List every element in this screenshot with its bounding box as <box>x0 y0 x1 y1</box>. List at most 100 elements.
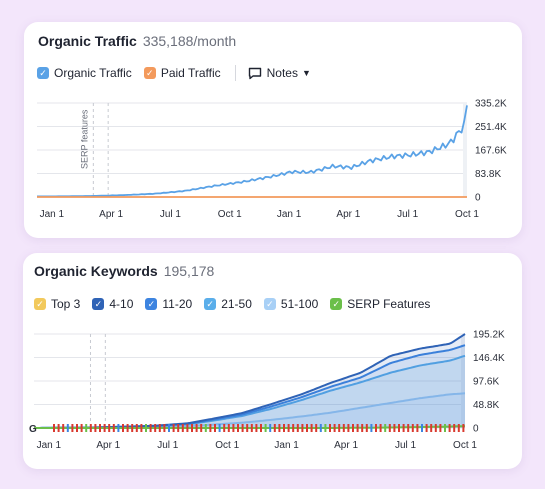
legend-label: Paid Traffic <box>160 66 221 80</box>
serp-feature-marker <box>200 424 203 432</box>
serp-feature-marker <box>223 424 226 432</box>
serp-feature-marker <box>177 424 180 432</box>
checkbox-icon[interactable]: ✓ <box>204 298 217 310</box>
y-tick-label: 48.8K <box>473 400 499 411</box>
serp-feature-marker <box>191 424 193 432</box>
serp-feature-marker <box>66 424 69 432</box>
organic-keywords-title: Organic Keywords 195,178 <box>34 263 214 279</box>
serp-feature-marker <box>370 424 373 432</box>
serp-feature-marker <box>439 424 442 432</box>
serp-feature-marker <box>462 424 465 432</box>
serp-feature-marker <box>444 424 446 432</box>
legend-51-100[interactable]: ✓ 51-100 <box>263 297 318 311</box>
notes-icon <box>248 67 261 79</box>
legend-top-3[interactable]: ✓ Top 3 <box>34 297 80 311</box>
serp-feature-marker <box>264 424 267 432</box>
serp-feature-marker <box>402 424 405 432</box>
serp-feature-marker <box>108 424 111 432</box>
serp-feature-marker <box>375 424 377 432</box>
serp-feature-marker <box>181 424 184 432</box>
serp-feature-marker <box>315 424 318 432</box>
serp-feature-marker <box>241 424 244 432</box>
organic-keywords-card: Organic Keywords 195,178 ✓ Top 3 ✓ 4-10 ✓… <box>23 253 522 469</box>
checkbox-icon[interactable]: ✓ <box>92 298 105 310</box>
y-tick-label: 83.8K <box>475 169 501 180</box>
serp-feature-marker <box>209 424 212 432</box>
legend-paid-traffic[interactable]: ✓ Paid Traffic <box>143 66 221 80</box>
serp-feature-marker <box>250 424 253 432</box>
checkbox-icon[interactable]: ✓ <box>34 298 46 310</box>
organic-traffic-title: Organic Traffic 335,188/month <box>38 33 236 49</box>
serp-feature-marker <box>269 424 272 432</box>
serp-feature-marker <box>379 424 382 432</box>
legend-4-10[interactable]: ✓ 4-10 <box>92 297 133 311</box>
serp-feature-marker <box>149 424 152 432</box>
serp-feature-marker <box>135 424 138 432</box>
serp-feature-marker <box>292 424 295 432</box>
serp-feature-marker <box>237 424 239 432</box>
serp-feature-marker <box>158 424 161 432</box>
serp-feature-marker <box>430 424 433 432</box>
serp-feature-marker <box>195 424 198 432</box>
serp-feature-marker <box>273 424 276 432</box>
series-area <box>34 355 465 428</box>
x-tick-label: Jul 1 <box>397 209 419 220</box>
serp-feature-marker <box>388 424 391 432</box>
notes-dropdown[interactable]: Notes ▼ <box>248 66 311 80</box>
serp-feature-marker <box>122 424 124 432</box>
serp-feature-marker <box>407 424 410 432</box>
checkbox-icon[interactable]: ✓ <box>263 298 276 310</box>
divider <box>234 65 236 81</box>
serp-feature-marker <box>425 424 428 432</box>
traffic-legend: ✓ Organic Traffic ✓ Paid Traffic Notes ▼ <box>37 65 311 81</box>
checkbox-icon[interactable]: ✓ <box>145 298 158 310</box>
serp-feature-marker <box>186 424 189 432</box>
serp-feature-marker <box>306 424 308 432</box>
legend-serp-features[interactable]: ✓ SERP Features <box>330 297 430 311</box>
x-tick-label: Apr 1 <box>334 440 358 451</box>
serp-feature-marker <box>342 424 345 432</box>
serp-feature-marker <box>356 424 359 432</box>
checkbox-icon[interactable]: ✓ <box>143 67 156 79</box>
x-tick-label: Oct 1 <box>455 209 479 220</box>
legend-label: SERP Features <box>347 297 431 311</box>
serp-feature-marker <box>319 424 322 432</box>
serp-feature-marker <box>145 424 147 432</box>
checkbox-icon[interactable]: ✓ <box>37 67 49 79</box>
x-tick-label: Oct 1 <box>215 440 239 451</box>
serp-feature-marker <box>227 424 230 432</box>
serp-feature-marker <box>411 424 414 432</box>
y-tick-label: 167.6K <box>475 146 507 157</box>
serp-feature-marker <box>80 424 83 432</box>
legend-label: 11-20 <box>162 297 193 311</box>
serp-feature-marker <box>71 424 74 432</box>
latest-period-band <box>461 334 465 428</box>
serp-feature-marker <box>214 424 216 432</box>
x-tick-label: Jan 1 <box>274 440 299 451</box>
serp-feature-marker <box>329 424 331 432</box>
serp-feature-marker <box>457 424 460 432</box>
x-tick-label: Oct 1 <box>218 209 242 220</box>
serp-feature-marker <box>255 424 258 432</box>
legend-21-50[interactable]: ✓ 21-50 <box>204 297 252 311</box>
serp-feature-marker <box>62 424 65 432</box>
y-tick-label: 146.4K <box>473 353 505 364</box>
serp-feature-marker <box>154 424 157 432</box>
serp-feature-marker <box>131 424 134 432</box>
x-tick-label: Apr 1 <box>336 209 360 220</box>
x-tick-label: Apr 1 <box>96 440 120 451</box>
series-area <box>34 334 465 428</box>
serp-feature-marker <box>57 424 60 432</box>
checkbox-icon[interactable]: ✓ <box>330 298 343 310</box>
x-tick-label: Jul 1 <box>157 440 179 451</box>
x-tick-label: Jul 1 <box>395 440 417 451</box>
x-tick-label: Apr 1 <box>99 209 123 220</box>
serp-feature-marker <box>296 424 299 432</box>
legend-11-20[interactable]: ✓ 11-20 <box>145 297 192 311</box>
legend-organic-traffic[interactable]: ✓ Organic Traffic <box>37 66 132 80</box>
serp-feature-marker <box>53 424 55 432</box>
organic-traffic-chart: 335.2K 251.4K 167.6K 83.8K 0 Jan 1 Apr 1 Jul 1 O… <box>37 99 507 220</box>
y-tick-label: 0 <box>475 193 481 204</box>
serp-feature-marker <box>260 424 262 432</box>
x-tick-label: Oct 1 <box>453 440 477 451</box>
